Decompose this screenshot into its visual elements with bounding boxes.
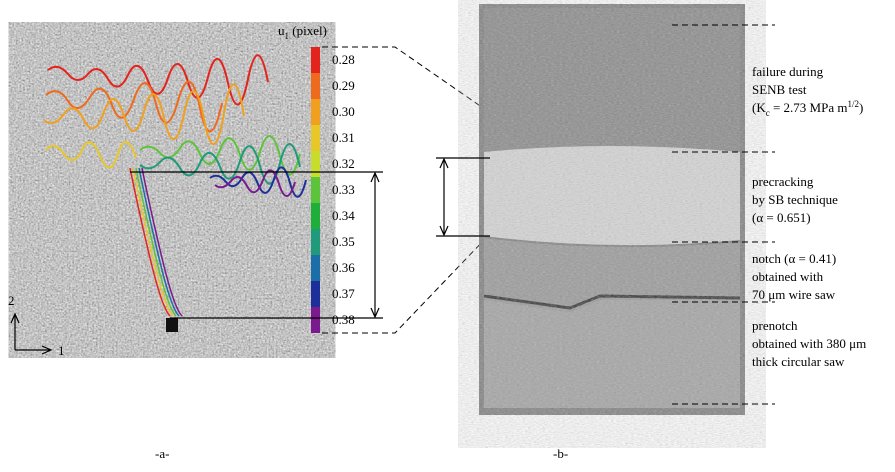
- annotation-line: obtained with 380 μm: [752, 336, 866, 351]
- contours: [43, 54, 307, 317]
- colorbar-swatch: [311, 229, 320, 255]
- colorbar-swatch: [311, 177, 320, 203]
- colorbar-label: 0.38: [332, 312, 355, 327]
- axis-label: 1: [58, 343, 65, 358]
- subscript: c: [766, 108, 770, 118]
- axis-label: 2: [8, 293, 15, 308]
- annotation-line: obtained with: [752, 269, 824, 284]
- notch-tip: [166, 318, 178, 332]
- colorbar: 0.28 0.29 0.30 0.31 0.32 0.33 0.34 0.35 0.36 0.37…: [311, 47, 355, 333]
- colorbar-title: u1 (pixel): [278, 23, 327, 41]
- colorbar-label: 0.32: [332, 156, 355, 171]
- colorbar-label: 0.36: [332, 260, 355, 275]
- connector: [322, 237, 487, 334]
- text-part: = 2.73 MPa m: [770, 100, 848, 115]
- annotation-line: (α = 0.651): [752, 210, 811, 225]
- arrow-heads: [370, 171, 380, 319]
- colorbar-swatch: [311, 47, 320, 73]
- colorbar-label: 0.30: [332, 104, 355, 119]
- annotation-line: by SB technique: [752, 192, 838, 207]
- text-part: (K: [752, 100, 766, 115]
- colorbar-label: 0.37: [332, 286, 355, 301]
- colorbar-swatch: [311, 307, 320, 333]
- colorbar-swatch: [311, 203, 320, 229]
- speckle-image: [36, 50, 308, 330]
- caption: -b-: [553, 446, 568, 461]
- annotation-line: thick circular saw: [752, 354, 845, 369]
- colorbar-label: 0.31: [332, 130, 355, 145]
- colorbar-swatch: [311, 255, 320, 281]
- colorbar-swatch: [311, 125, 320, 151]
- colorbar-swatch: [311, 151, 320, 177]
- caption: -a-: [155, 446, 169, 461]
- arrow-heads: [439, 157, 449, 237]
- colorbar-label: 0.34: [332, 208, 355, 223]
- annotation-line: SENB test: [752, 82, 807, 97]
- annotation-line: notch (α = 0.41): [752, 251, 836, 266]
- annotations: failure during SENB test (Kc = 2.73 MPa m1…: [752, 64, 866, 369]
- colorbar-label: 0.28: [332, 52, 355, 67]
- annotation-formula: (Kc = 2.73 MPa m1/2): [752, 99, 863, 118]
- annotation-line: failure during: [752, 64, 824, 79]
- colorbar-label: 0.29: [332, 78, 355, 93]
- surface-texture: [484, 8, 740, 408]
- level-markers: [672, 24, 775, 405]
- colorbar-swatch: [311, 73, 320, 99]
- colorbar-label: 0.33: [332, 182, 355, 197]
- connector: [322, 46, 487, 111]
- axes-indicator: [10, 312, 53, 355]
- annotation-line: prenotch: [752, 318, 798, 333]
- superscript: 1/2: [847, 99, 859, 109]
- annotation-line: 70 μm wire saw: [752, 287, 836, 302]
- colorbar-swatch: [311, 99, 320, 125]
- text-part: ): [859, 100, 863, 115]
- colorbar-swatch: [311, 281, 320, 307]
- colorbar-label: 0.35: [332, 234, 355, 249]
- annotation-line: precracking: [752, 174, 814, 189]
